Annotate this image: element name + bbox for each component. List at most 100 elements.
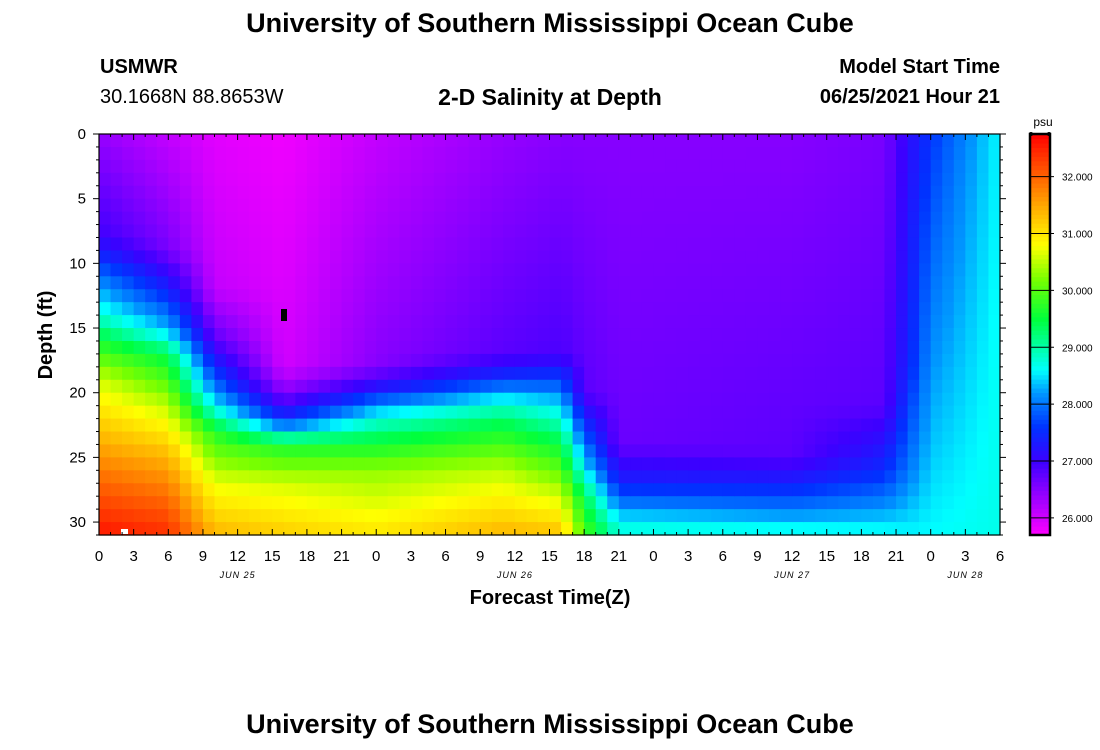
heatmap-cell [272,211,285,226]
heatmap-cell [122,509,135,523]
heatmap-cell [283,470,296,484]
heatmap-cell [965,289,978,303]
heatmap-cell [711,522,724,536]
heatmap-cell [260,431,273,446]
heatmap-cell [976,237,990,252]
heatmap-cell [907,172,920,187]
heatmap-cell [145,470,158,484]
heatmap-cell [191,405,204,420]
heatmap-cell [122,211,135,226]
heatmap-cell [849,379,862,394]
heatmap-cell [653,237,666,252]
heatmap-cell [618,392,631,407]
heatmap-cell [526,198,539,213]
heatmap-cell [653,185,666,200]
heatmap-cell [930,134,943,148]
heatmap-cell [965,418,978,433]
heatmap-cell [803,457,816,471]
heatmap-cell [237,302,250,316]
heatmap-cell [988,483,1001,497]
heatmap-cell [665,211,678,226]
heatmap-cell [907,392,920,407]
colorbar-segment [1030,428,1050,434]
x-tick-label: 18 [299,548,316,565]
heatmap-cell [930,522,943,536]
heatmap-cell [260,250,273,264]
heatmap-cell [942,522,955,536]
heatmap-cell [399,496,412,510]
heatmap-cell [480,276,493,290]
y-tick-label: 30 [69,514,86,531]
heatmap-cell [618,353,631,368]
x-axis-label: Forecast Time(Z) [470,587,631,609]
heatmap-cell [607,444,620,458]
heatmap-cell [768,315,782,329]
heatmap-cell [803,470,816,484]
heatmap-cell [896,185,909,200]
heatmap-cell [468,405,481,420]
heatmap-cell [584,470,597,484]
heatmap-cell [491,328,504,342]
heatmap-cell [699,444,712,458]
heatmap-cell [919,302,932,316]
colorbar-segment [1030,183,1050,189]
heatmap-cell [318,185,331,200]
heatmap-cell [641,276,655,290]
heatmap-cell [191,146,204,161]
heatmap-cell [433,431,447,446]
heatmap-cell [722,224,735,239]
heatmap-cell [861,328,874,342]
heatmap-cell [976,522,990,536]
heatmap-cell [330,340,343,355]
heatmap-cell [826,392,839,407]
heatmap-cell [179,353,193,368]
heatmap-cell [364,340,377,355]
x-tick-label: 6 [996,548,1004,565]
colorbar-segment [1030,138,1050,144]
heatmap-cells [99,134,1001,536]
heatmap-cell [272,146,285,161]
heatmap-cell [318,353,331,368]
heatmap-cell [607,431,620,446]
heatmap-cell [907,483,920,497]
heatmap-cell [364,237,377,252]
heatmap-cell [399,134,412,148]
heatmap-cell [653,159,666,174]
heatmap-cell [976,185,990,200]
heatmap-cell [260,146,273,161]
heatmap-cell [341,250,354,264]
heatmap-cell [318,340,331,355]
heatmap-cell [214,237,227,252]
heatmap-cell [803,263,816,277]
heatmap-cell [665,185,678,200]
heatmap-cell [561,470,574,484]
heatmap-cell [330,328,343,342]
heatmap-cell [838,457,851,471]
heatmap-cell [237,172,250,187]
heatmap-cell [202,328,216,342]
heatmap-cell [549,496,562,510]
heatmap-cell [387,405,400,420]
heatmap-cell [884,276,897,290]
heatmap-cell [676,172,689,187]
colorbar-segment [1030,526,1050,532]
heatmap-cell [872,379,886,394]
heatmap-cell [607,496,620,510]
heatmap-cell [595,509,608,523]
heatmap-cell [976,405,990,420]
heatmap-cell [976,340,990,355]
heatmap-cell [630,340,643,355]
heatmap-cell [896,198,909,213]
heatmap-cell [122,276,135,290]
heatmap-cell [896,263,909,277]
heatmap-cell [168,431,181,446]
heatmap-cell [641,444,655,458]
heatmap-cell [410,289,424,303]
heatmap-cell [699,328,712,342]
heatmap-cell [122,328,135,342]
heatmap-cell [919,159,932,174]
heatmap-cell [537,224,551,239]
heatmap-cell [711,470,724,484]
heatmap-cell [919,470,932,484]
heatmap-cell [156,134,169,148]
